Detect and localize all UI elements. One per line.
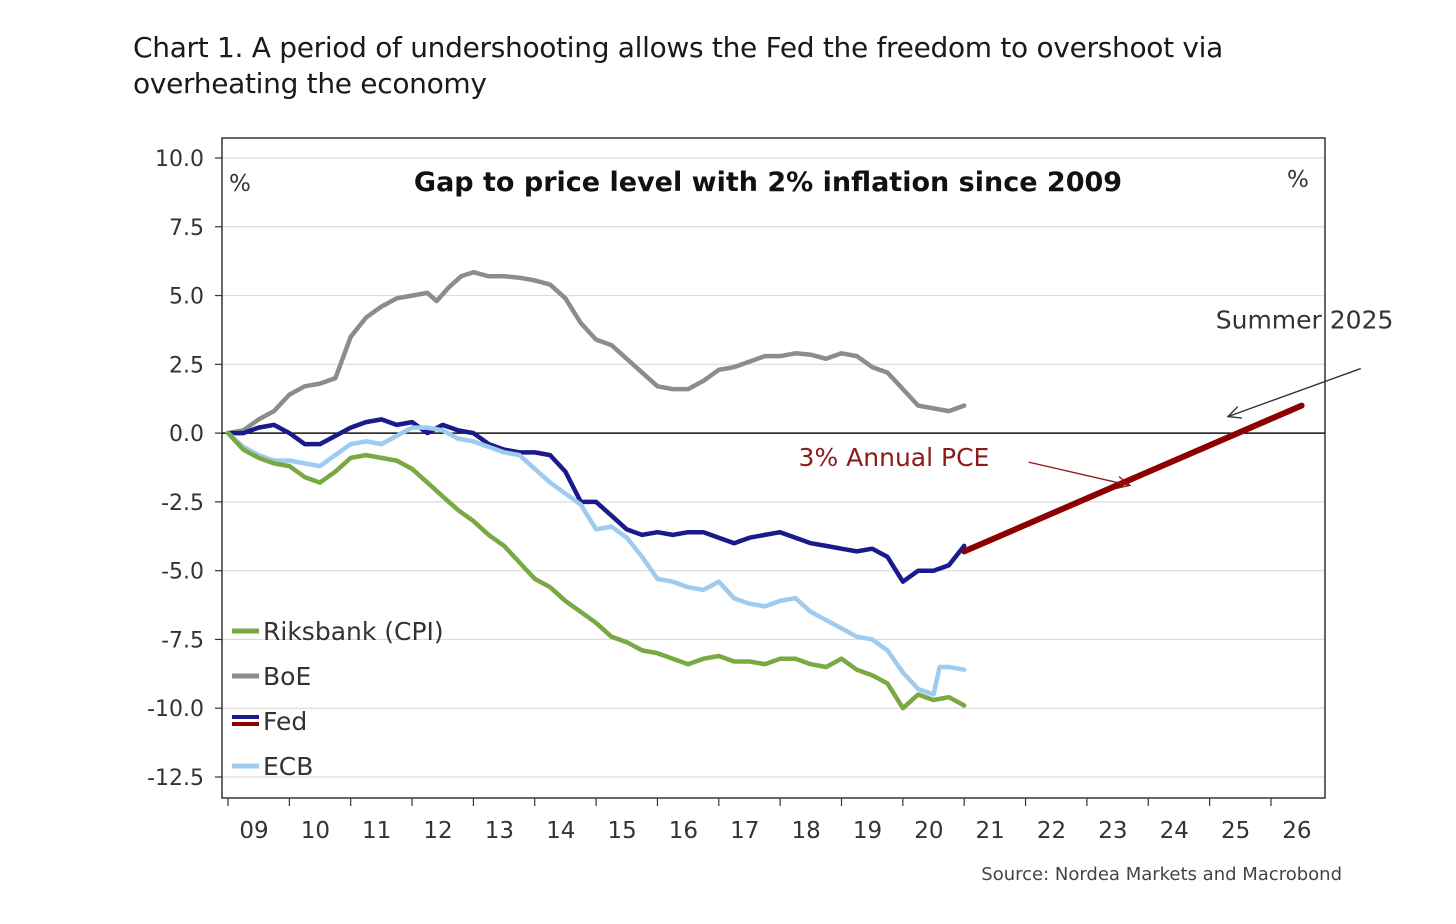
grid-lines [222,157,1325,778]
y-tick-label: -12.5 [147,766,204,791]
x-tick-label: 15 [607,818,636,844]
legend-fed-label: Fed [263,707,307,736]
x-tick-label: 23 [1098,818,1127,844]
x-tick-label: 13 [485,818,514,844]
unit-left: % [229,171,251,197]
y-tick-label: -5.0 [161,560,204,585]
y-tick-label: 10.0 [155,147,204,172]
y-tick-label: 5.0 [169,285,204,310]
series-line-riksbank-cpi [225,430,967,711]
annotation-arrow [1028,461,1131,487]
legend: Riksbank (CPI) BoE Fed ECB [232,617,444,781]
x-tick-label: 19 [853,818,882,844]
y-axis: 10.0 7.5 5.0 2.5 0.0 -2.5 -5.0 -7.5 -10.0 -12.5 [147,147,222,791]
series-line-boe [225,269,967,436]
x-tick-label: 24 [1160,818,1189,844]
source-note: Source: Nordea Markets and Macrobond [981,864,1342,885]
y-tick-label: -10.0 [147,697,204,722]
x-tick-label: 14 [546,818,575,844]
chart-heading: Chart 1. A period of undershooting allow… [133,31,1224,100]
x-tick-label: 16 [669,818,698,844]
y-tick-label: 2.5 [169,353,204,378]
annotation-label: Summer 2025 [1216,306,1394,335]
unit-right: % [1287,167,1309,193]
x-tick-label: 12 [423,818,452,844]
annotation-arrow [1227,367,1361,418]
x-axis: 09 10 11 12 13 14 15 16 17 18 19 20 21 22 23 24 25 26 [227,798,1312,844]
annotation-arrowhead [1226,406,1243,419]
series-line-fed [225,417,967,584]
x-tick-label: 18 [792,818,821,844]
series-lines [225,269,1305,711]
x-tick-label: 11 [362,818,391,844]
legend-ecb-label: ECB [263,752,313,781]
x-tick-label: 10 [301,818,330,844]
x-tick-label: 20 [914,818,943,844]
x-tick-label: 26 [1282,818,1311,844]
x-tick-label: 25 [1221,818,1250,844]
legend-boe-label: BoE [263,662,311,691]
annotations: Summer 2025 3% Annual PCE [799,306,1394,490]
x-tick-label: 09 [239,818,268,844]
series-line-ecb [225,425,967,697]
annotation-arrowhead [1116,476,1132,490]
y-tick-label: 0.0 [169,422,204,447]
plot-frame [221,137,1326,799]
series-line-3-annual-pce [961,402,1305,555]
y-tick-label: -2.5 [161,491,204,516]
annotation-label: 3% Annual PCE [799,443,990,472]
x-tick-label: 21 [976,818,1005,844]
y-tick-label: -7.5 [161,628,204,653]
y-tick-label: 7.5 [169,216,204,241]
legend-riksbank-cpi-label: Riksbank (CPI) [263,617,444,646]
inner-chart-title: Gap to price level with 2% inflation sin… [414,167,1122,198]
x-tick-label: 17 [730,818,759,844]
x-tick-label: 22 [1037,818,1066,844]
